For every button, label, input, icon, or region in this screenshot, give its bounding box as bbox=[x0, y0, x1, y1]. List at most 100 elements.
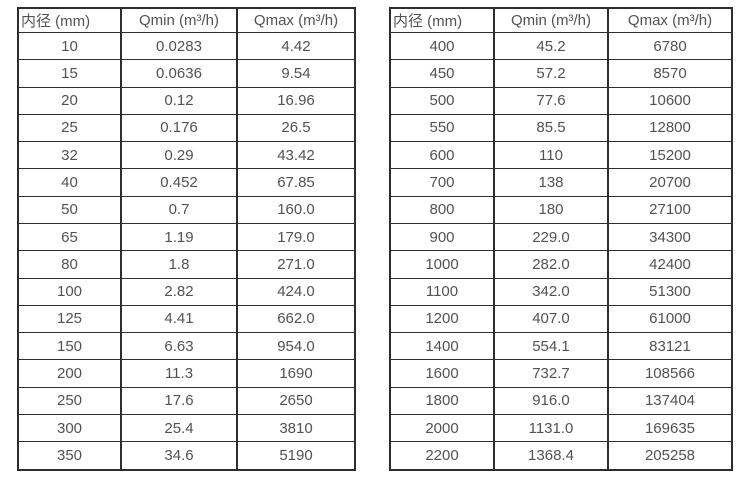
table-cell: 342.0 bbox=[493, 277, 609, 306]
table-cell: 800 bbox=[389, 195, 495, 224]
table-cell: 17.6 bbox=[120, 386, 238, 415]
table-row: 1100 342.0 51300 bbox=[389, 277, 733, 306]
table-cell: 138 bbox=[493, 168, 609, 197]
table-cell: 110 bbox=[493, 141, 609, 170]
table-cell: 2.82 bbox=[120, 277, 238, 306]
table-cell: 80 bbox=[17, 250, 122, 279]
table-row: 500 77.6 10600 bbox=[389, 86, 733, 115]
table-cell: 10600 bbox=[607, 86, 733, 115]
table-row: 20 0.12 16.96 bbox=[17, 86, 356, 115]
table-row: 250 17.6 2650 bbox=[17, 386, 356, 415]
table-cell: 15200 bbox=[607, 141, 733, 170]
table-cell: 1368.4 bbox=[493, 441, 609, 471]
table-row: 800 180 27100 bbox=[389, 195, 733, 224]
table-row: 50 0.7 160.0 bbox=[17, 195, 356, 224]
table-cell: 500 bbox=[389, 86, 495, 115]
table-cell: 424.0 bbox=[236, 277, 356, 306]
table-row: 600 110 15200 bbox=[389, 141, 733, 170]
table-cell: 205258 bbox=[607, 441, 733, 471]
table-cell: 5190 bbox=[236, 441, 356, 471]
table-cell: 229.0 bbox=[493, 222, 609, 252]
table-row: 125 4.41 662.0 bbox=[17, 304, 356, 334]
column-header-qmin: Qmin (m³/h) bbox=[493, 7, 609, 33]
table-cell: 282.0 bbox=[493, 250, 609, 279]
flow-spec-table-large-diameters: 内径 (mm) Qmin (m³/h) Qmax (m³/h) 400 45.2 6780… bbox=[389, 7, 733, 471]
table-cell: 4.41 bbox=[120, 304, 238, 334]
table-row: 15 0.0636 9.54 bbox=[17, 59, 356, 88]
table-row: 40 0.452 67.85 bbox=[17, 168, 356, 197]
table-row: 1800 916.0 137404 bbox=[389, 386, 733, 415]
table-cell: 1800 bbox=[389, 386, 495, 415]
table-cell: 160.0 bbox=[236, 195, 356, 224]
table-cell: 15 bbox=[17, 59, 122, 88]
table-cell: 4.42 bbox=[236, 31, 356, 61]
column-header-qmin: Qmin (m³/h) bbox=[120, 7, 238, 33]
flow-spec-table-small-diameters: 内径 (mm) Qmin (m³/h) Qmax (m³/h) 10 0.0283 4.4… bbox=[17, 7, 356, 471]
table-cell: 61000 bbox=[607, 304, 733, 334]
table-cell: 2200 bbox=[389, 441, 495, 471]
table-cell: 77.6 bbox=[493, 86, 609, 115]
table-cell: 42400 bbox=[607, 250, 733, 279]
table-cell: 600 bbox=[389, 141, 495, 170]
table-cell: 50 bbox=[17, 195, 122, 224]
table-cell: 1131.0 bbox=[493, 413, 609, 443]
table-row: 350 34.6 5190 bbox=[17, 441, 356, 471]
table-cell: 150 bbox=[17, 332, 122, 361]
table-cell: 137404 bbox=[607, 386, 733, 415]
table-row: 450 57.2 8570 bbox=[389, 59, 733, 88]
table-cell: 180 bbox=[493, 195, 609, 224]
table-row: 550 85.5 12800 bbox=[389, 113, 733, 143]
table-cell: 108566 bbox=[607, 359, 733, 388]
table-cell: 1200 bbox=[389, 304, 495, 334]
column-header-qmax: Qmax (m³/h) bbox=[607, 7, 733, 33]
table-cell: 2000 bbox=[389, 413, 495, 443]
table-cell: 1.8 bbox=[120, 250, 238, 279]
table-cell: 1400 bbox=[389, 332, 495, 361]
table-cell: 67.85 bbox=[236, 168, 356, 197]
table-cell: 12800 bbox=[607, 113, 733, 143]
table-cell: 900 bbox=[389, 222, 495, 252]
table-cell: 100 bbox=[17, 277, 122, 306]
table-cell: 662.0 bbox=[236, 304, 356, 334]
table-cell: 11.3 bbox=[120, 359, 238, 388]
table-cell: 65 bbox=[17, 222, 122, 252]
table-row: 100 2.82 424.0 bbox=[17, 277, 356, 306]
table-row: 2200 1368.4 205258 bbox=[389, 441, 733, 471]
column-header-qmax: Qmax (m³/h) bbox=[236, 7, 356, 33]
table-cell: 0.29 bbox=[120, 141, 238, 170]
table-row: 400 45.2 6780 bbox=[389, 31, 733, 61]
table-row: 80 1.8 271.0 bbox=[17, 250, 356, 279]
table-cell: 700 bbox=[389, 168, 495, 197]
table-cell: 34.6 bbox=[120, 441, 238, 471]
table-cell: 271.0 bbox=[236, 250, 356, 279]
table-row: 300 25.4 3810 bbox=[17, 413, 356, 443]
table-cell: 350 bbox=[17, 441, 122, 471]
table-row: 32 0.29 43.42 bbox=[17, 141, 356, 170]
table-cell: 125 bbox=[17, 304, 122, 334]
table-row: 2000 1131.0 169635 bbox=[389, 413, 733, 443]
table-cell: 32 bbox=[17, 141, 122, 170]
table-cell: 554.1 bbox=[493, 332, 609, 361]
table-cell: 179.0 bbox=[236, 222, 356, 252]
table-row: 1600 732.7 108566 bbox=[389, 359, 733, 388]
table-row: 10 0.0283 4.42 bbox=[17, 31, 356, 61]
table-cell: 8570 bbox=[607, 59, 733, 88]
table-cell: 0.12 bbox=[120, 86, 238, 115]
table-cell: 83121 bbox=[607, 332, 733, 361]
table-cell: 25.4 bbox=[120, 413, 238, 443]
table-cell: 300 bbox=[17, 413, 122, 443]
column-header-diameter: 内径 (mm) bbox=[389, 7, 495, 33]
table-cell: 1000 bbox=[389, 250, 495, 279]
table-row: 25 0.176 26.5 bbox=[17, 113, 356, 143]
table-row: 900 229.0 34300 bbox=[389, 222, 733, 252]
table-cell: 550 bbox=[389, 113, 495, 143]
table-row: 1000 282.0 42400 bbox=[389, 250, 733, 279]
table-cell: 10 bbox=[17, 31, 122, 61]
table-cell: 9.54 bbox=[236, 59, 356, 88]
table-cell: 400 bbox=[389, 31, 495, 61]
table-cell: 20 bbox=[17, 86, 122, 115]
table-cell: 16.96 bbox=[236, 86, 356, 115]
table-cell: 0.7 bbox=[120, 195, 238, 224]
table-cell: 3810 bbox=[236, 413, 356, 443]
